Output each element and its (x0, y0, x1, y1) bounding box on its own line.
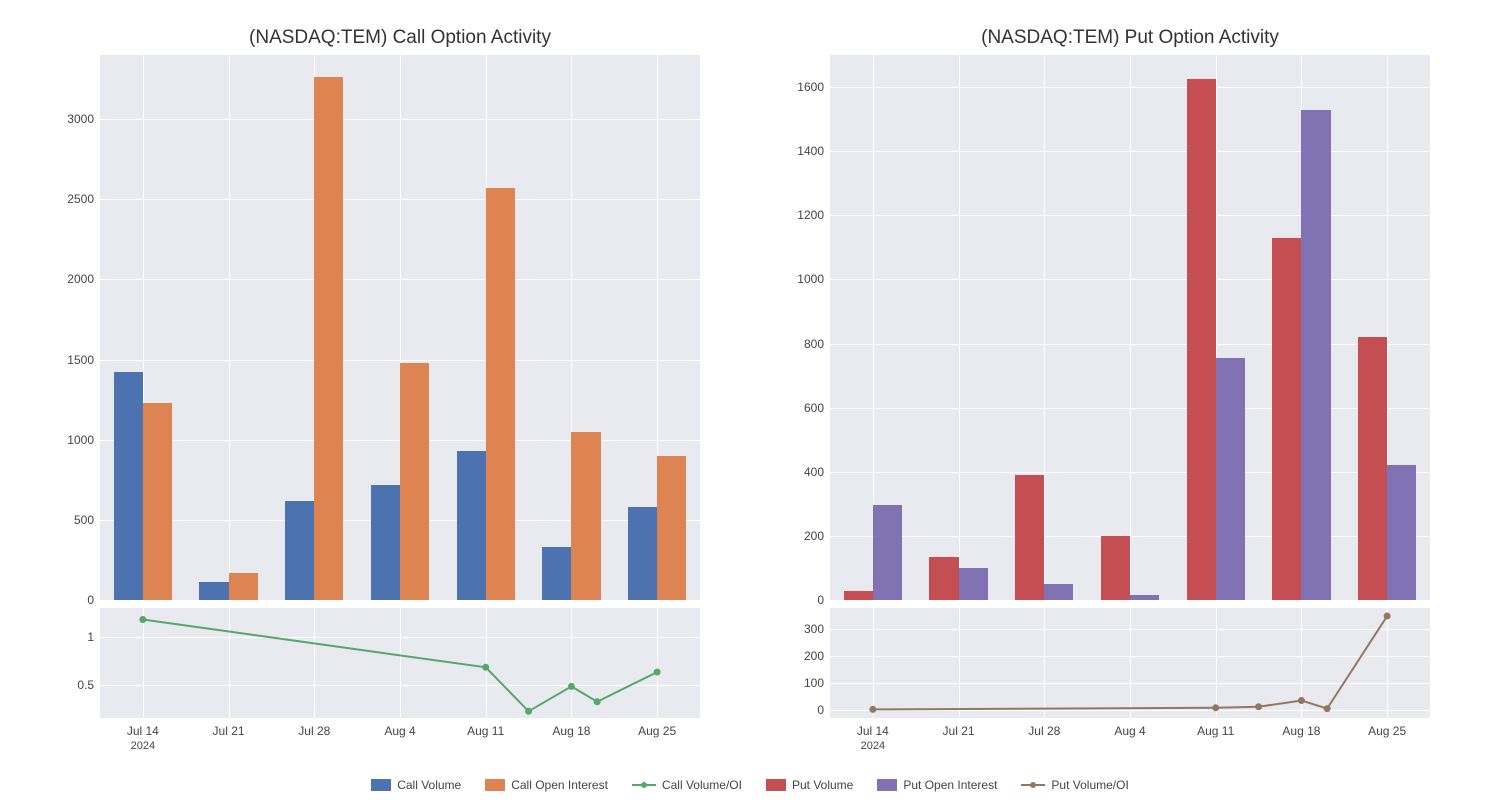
put-bar (1358, 337, 1387, 600)
xtick-label: Aug 4 (1114, 718, 1145, 738)
xtick-label: Aug 11 (1197, 718, 1234, 738)
put-bar (929, 557, 958, 600)
legend-item: Put Volume/OI (1021, 778, 1128, 792)
ytick-label: 3000 (67, 112, 100, 126)
legend: Call Volume Call Open Interest Call Volume… (0, 778, 1500, 792)
ytick-label: 0 (817, 593, 830, 607)
gridline-v (229, 55, 230, 600)
legend-line-icon (632, 779, 656, 791)
put-line-svg (830, 608, 1430, 718)
options-activity-figure: (NASDAQ:TEM) Call Option Activity0500100… (0, 0, 1500, 800)
legend-line-icon (1021, 779, 1045, 791)
put-title: (NASDAQ:TEM) Put Option Activity (830, 27, 1430, 49)
ytick-label: 0.5 (77, 678, 100, 692)
call-line-svg (100, 608, 700, 718)
legend-item: Put Volume (766, 778, 853, 792)
ytick-label: 1000 (67, 433, 100, 447)
legend-item: Put Open Interest (877, 778, 997, 792)
legend-label: Call Volume (397, 778, 461, 792)
xtick-label: Aug 25 (1368, 718, 1406, 738)
ytick-label: 1600 (797, 80, 830, 94)
gridline-v (959, 55, 960, 600)
call-bar (457, 451, 486, 600)
call-bar (542, 547, 571, 600)
call-line-plot: 0.51Jul 14Jul 21Jul 28Aug 4Aug 11Aug 18A… (100, 608, 700, 718)
put-bar (1044, 584, 1073, 600)
put-bar (1187, 79, 1216, 600)
ytick-label: 2000 (67, 272, 100, 286)
call-bar (199, 582, 228, 600)
xtick-label: Jul 28 (298, 718, 330, 738)
call-title: (NASDAQ:TEM) Call Option Activity (100, 27, 700, 49)
legend-item: Call Open Interest (485, 778, 608, 792)
ytick-label: 300 (804, 622, 830, 636)
put-bar (959, 568, 988, 600)
put-bar (1216, 358, 1245, 600)
xtick-year: 2024 (131, 718, 155, 752)
call-bar (285, 501, 314, 600)
xtick-year: 2024 (861, 718, 885, 752)
ytick-label: 600 (804, 401, 830, 415)
ytick-label: 1500 (67, 353, 100, 367)
put-bar (1387, 465, 1416, 600)
put-bar (1272, 238, 1301, 600)
ytick-label: 0 (87, 593, 100, 607)
call-bar-plot: (NASDAQ:TEM) Call Option Activity0500100… (100, 55, 700, 600)
legend-label: Put Volume (792, 778, 853, 792)
call-bar (628, 507, 657, 600)
call-bar (371, 485, 400, 600)
ytick-label: 400 (804, 465, 830, 479)
legend-label: Put Open Interest (903, 778, 997, 792)
ytick-label: 800 (804, 337, 830, 351)
put-line-plot: 0100200300Jul 14Jul 21Jul 28Aug 4Aug 11A… (830, 608, 1430, 718)
xtick-label: Aug 4 (384, 718, 415, 738)
legend-item: Call Volume/OI (632, 778, 742, 792)
legend-label: Call Open Interest (511, 778, 608, 792)
legend-swatch (877, 779, 897, 791)
xtick-label: Aug 25 (638, 718, 676, 738)
put-bar (873, 505, 902, 600)
ytick-label: 500 (74, 513, 100, 527)
put-bar (1015, 475, 1044, 600)
ytick-label: 1200 (797, 208, 830, 222)
xtick-label: Aug 18 (552, 718, 590, 738)
call-bar (314, 77, 343, 600)
put-bar-plot: (NASDAQ:TEM) Put Option Activity02004006… (830, 55, 1430, 600)
ytick-label: 1 (87, 630, 100, 644)
ytick-label: 2500 (67, 192, 100, 206)
ytick-label: 200 (804, 649, 830, 663)
legend-swatch (485, 779, 505, 791)
put-bar (1301, 110, 1330, 601)
xtick-label: Aug 11 (467, 718, 504, 738)
put-bar (1101, 536, 1130, 600)
call-bar (486, 188, 515, 600)
legend-label: Put Volume/OI (1051, 778, 1128, 792)
call-bar (571, 432, 600, 600)
xtick-label: Jul 21 (943, 718, 975, 738)
put-bar (844, 591, 873, 600)
put-bar (1130, 595, 1159, 600)
gridline (830, 600, 1430, 601)
ytick-label: 200 (804, 529, 830, 543)
legend-swatch (766, 779, 786, 791)
call-bar (114, 372, 143, 600)
call-bar (229, 573, 258, 600)
call-bar (143, 403, 172, 600)
ytick-label: 1000 (797, 272, 830, 286)
legend-swatch (371, 779, 391, 791)
xtick-label: Jul 28 (1028, 718, 1060, 738)
ytick-label: 0 (817, 703, 830, 717)
gridline-v (1044, 55, 1045, 600)
call-bar (657, 456, 686, 600)
xtick-label: Jul 21 (213, 718, 245, 738)
call-bar (400, 363, 429, 600)
ytick-label: 1400 (797, 144, 830, 158)
gridline-v (1130, 55, 1131, 600)
xtick-label: Aug 18 (1282, 718, 1320, 738)
gridline (100, 600, 700, 601)
ytick-label: 100 (804, 676, 830, 690)
legend-item: Call Volume (371, 778, 461, 792)
legend-label: Call Volume/OI (662, 778, 742, 792)
